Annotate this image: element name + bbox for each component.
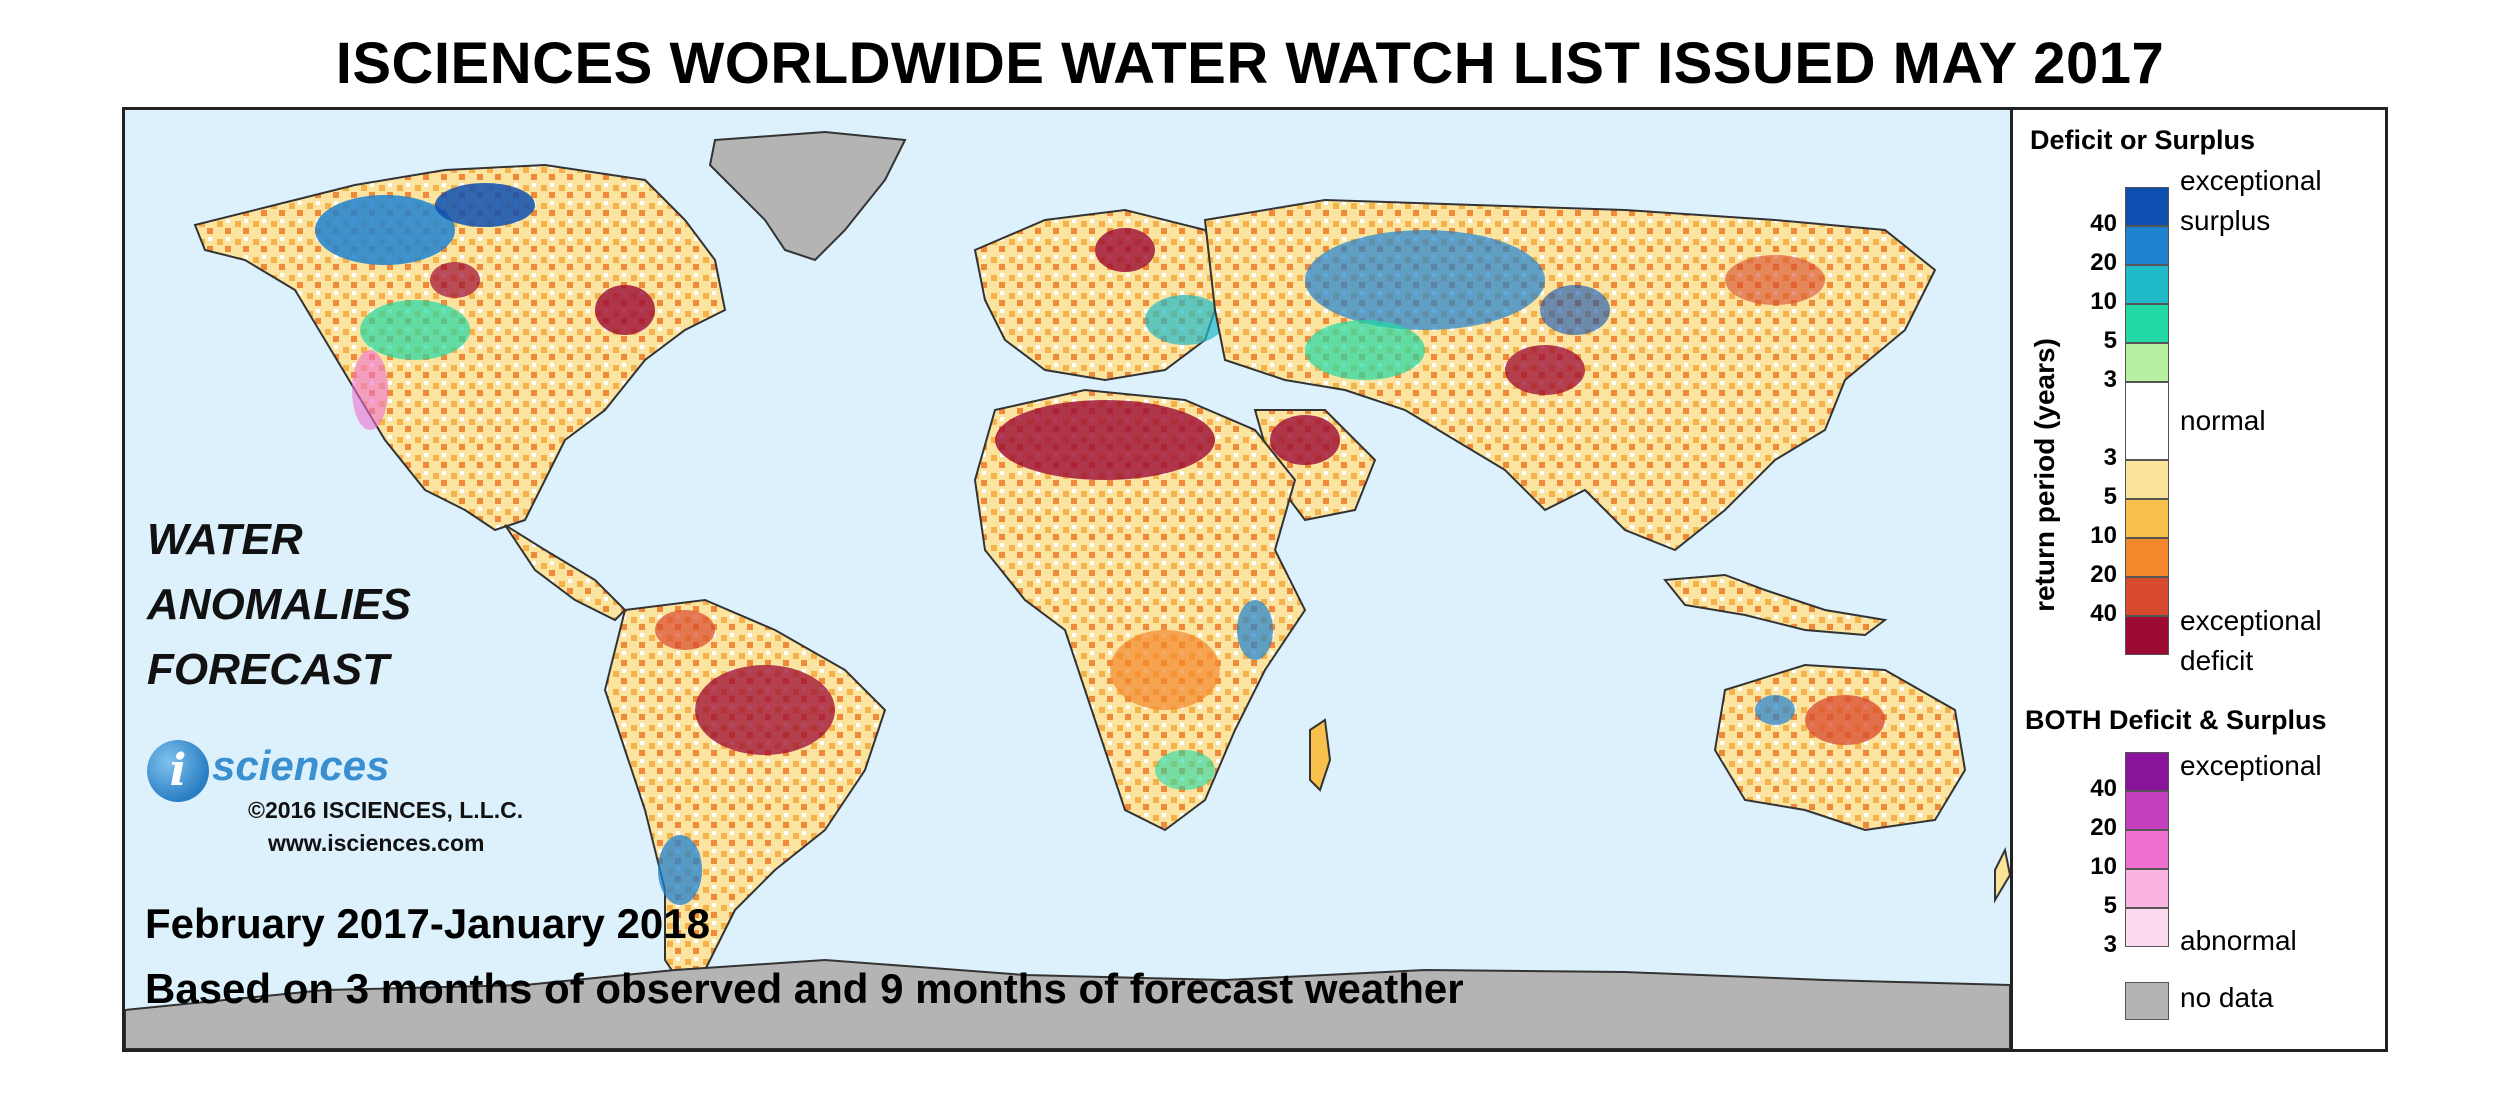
surplus-tick-40: 40 xyxy=(2090,210,2117,237)
madagascar xyxy=(1309,718,1332,792)
legend-deficit-label-1: exceptional xyxy=(2180,605,2322,636)
surplus-swatch-2 xyxy=(2125,226,2169,265)
caption-line-3: FORECAST xyxy=(147,645,389,694)
legend-deficit-label-2: deficit xyxy=(2180,645,2254,676)
both-swatch-4 xyxy=(2125,869,2169,908)
caption-line-1: WATER xyxy=(147,515,303,564)
both-swatch-5 xyxy=(2125,908,2169,947)
normal-swatch xyxy=(2125,382,2169,460)
caption-line-2: ANOMALIES xyxy=(147,580,411,629)
sahara-deficit xyxy=(995,400,1215,480)
figure-frame xyxy=(122,107,2388,1052)
surplus-tick-3: 3 xyxy=(2103,366,2117,393)
deficit-tick-10: 10 xyxy=(2090,522,2117,549)
surplus-swatch-4 xyxy=(2125,304,2169,343)
africa xyxy=(973,388,1307,832)
deficit-swatch-5 xyxy=(2125,616,2169,655)
both-swatch-2 xyxy=(2125,791,2169,830)
greenland xyxy=(708,130,907,262)
surplus-tick-5: 5 xyxy=(2103,327,2117,354)
legend-heading-both: BOTH Deficit & Surplus xyxy=(2025,705,2327,735)
deficit-swatch-4 xyxy=(2125,577,2169,616)
no-data-swatch xyxy=(2125,982,2169,1020)
brazil-deficit xyxy=(695,665,835,755)
website-text: www.isciences.com xyxy=(268,830,485,856)
deficit-tick-5: 5 xyxy=(2103,483,2117,510)
antarctica xyxy=(125,958,2010,1049)
southeast-asia-islands xyxy=(1663,573,1888,637)
both-swatch-3 xyxy=(2125,830,2169,869)
deficit-tick-20: 20 xyxy=(2090,561,2117,588)
basis-text: Based on 3 months of observed and 9 mont… xyxy=(145,965,1464,1012)
russia-surplus xyxy=(1305,230,1545,330)
both-tick-20: 20 xyxy=(2090,814,2117,841)
canada-surplus xyxy=(315,195,455,265)
legend-both-top-label: exceptional xyxy=(2180,750,2322,781)
legend-divider xyxy=(2010,110,2013,1049)
isciences-wordmark: sciences xyxy=(212,742,390,789)
legend-surplus-label-1: exceptional xyxy=(2180,165,2322,196)
deficit-tick-40: 40 xyxy=(2090,600,2117,627)
both-swatch-1 xyxy=(2125,752,2169,791)
both-tick-40: 40 xyxy=(2090,775,2117,802)
both-tick-10: 10 xyxy=(2090,853,2117,880)
central-america xyxy=(504,524,627,622)
both-tick-5: 5 xyxy=(2103,892,2117,919)
legend-heading-deficit-surplus: Deficit or Surplus xyxy=(2030,125,2256,155)
legend-axis-label: return period (years) xyxy=(2029,338,2060,612)
map-title: ISCIENCES WORLDWIDE WATER WATCH LIST ISS… xyxy=(335,31,2165,96)
deficit-swatch-1 xyxy=(2125,460,2169,499)
north-america xyxy=(193,163,727,532)
world-map xyxy=(125,110,2010,1049)
surplus-tick-20: 20 xyxy=(2090,249,2117,276)
surplus-swatch-5 xyxy=(2125,343,2169,382)
scandinavia-deficit xyxy=(1095,228,1155,272)
deficit-swatch-3 xyxy=(2125,538,2169,577)
legend-normal-label: normal xyxy=(2180,405,2266,436)
legend-no-data-label: no data xyxy=(2180,982,2274,1013)
isciences-logo-icon: i xyxy=(147,740,209,802)
deficit-swatch-2 xyxy=(2125,499,2169,538)
period-text: February 2017-January 2018 xyxy=(145,900,711,947)
surplus-swatch-1 xyxy=(2125,187,2169,226)
both-tick-3: 3 xyxy=(2103,931,2117,958)
legend-both-bottom-label: abnormal xyxy=(2180,925,2297,956)
new-zealand xyxy=(1994,846,2010,904)
surplus-swatch-3 xyxy=(2125,265,2169,304)
copyright-text: ©2016 ISCIENCES, L.L.C. xyxy=(248,797,524,823)
deficit-tick-3: 3 xyxy=(2103,444,2117,471)
surplus-tick-10: 10 xyxy=(2090,288,2117,315)
legend-surplus-label-2: surplus xyxy=(2180,205,2271,236)
